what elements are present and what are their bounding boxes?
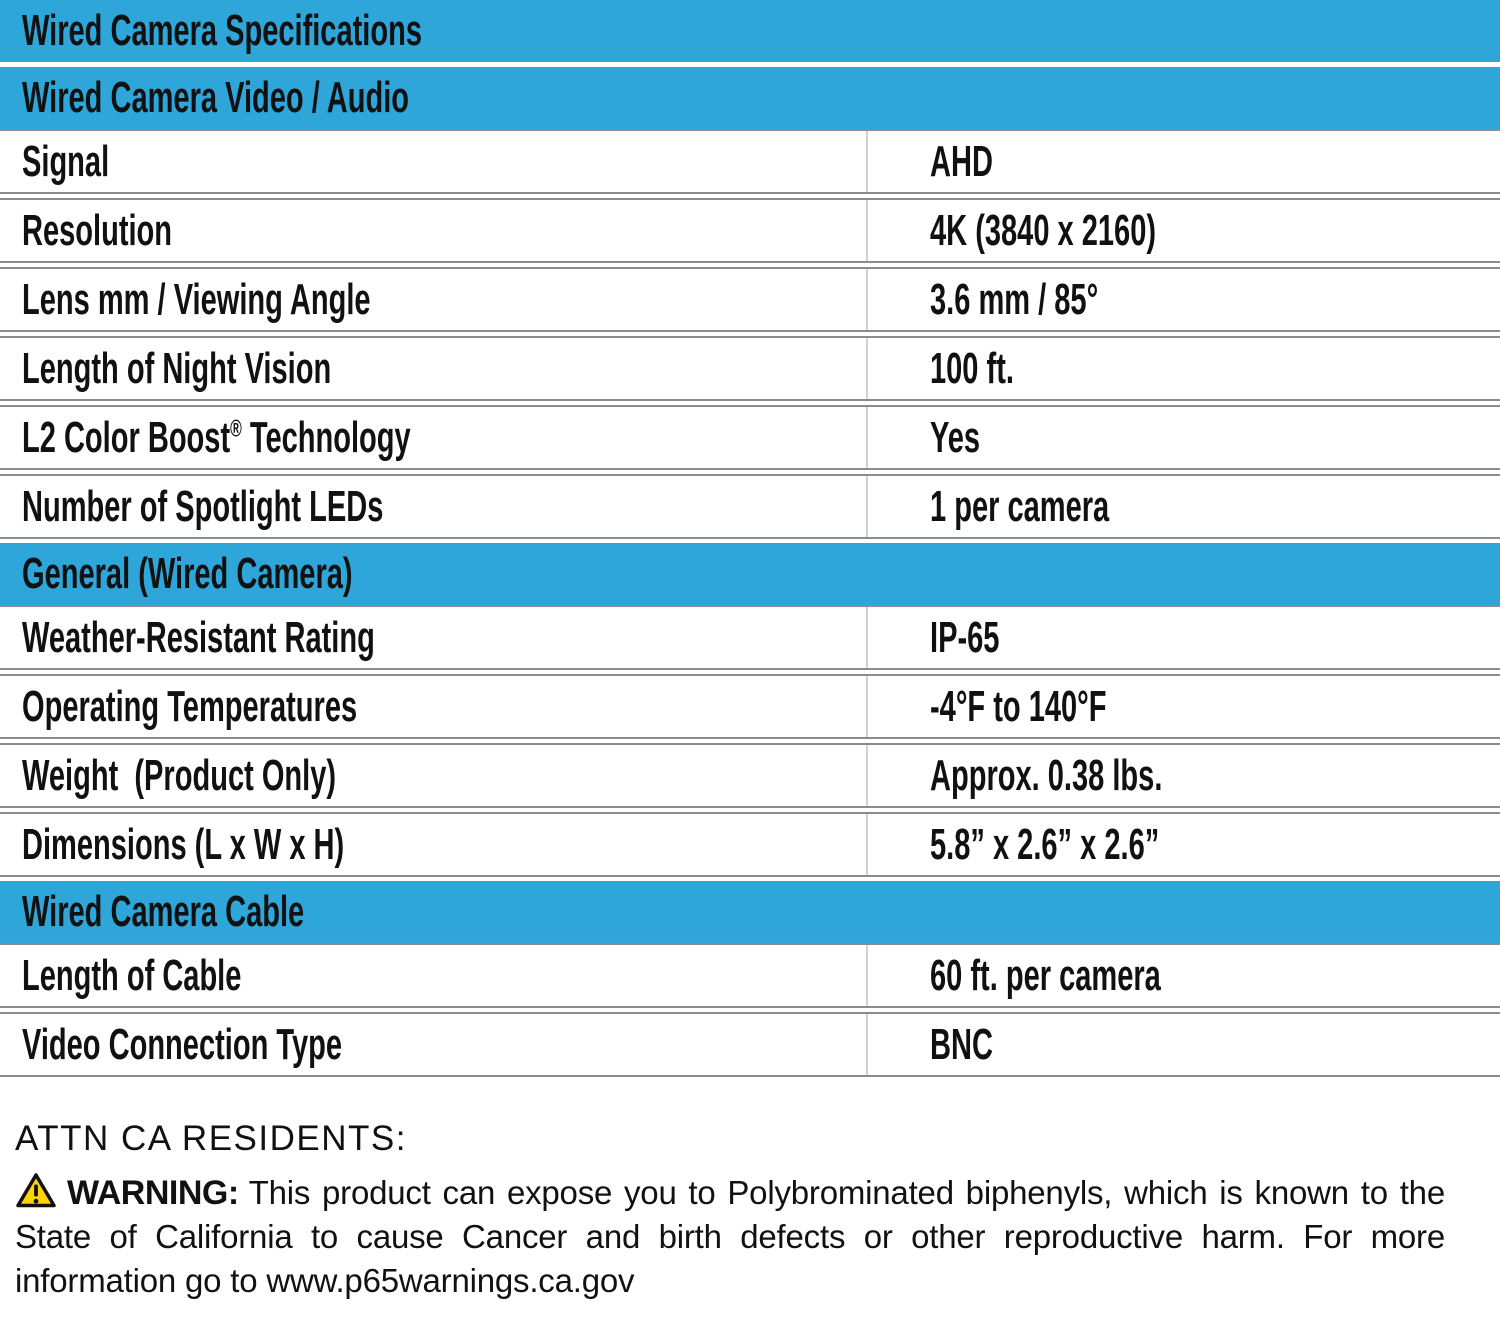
section-rows: Length of Cable 60 ft. per camera Video … — [0, 943, 1500, 1077]
spec-label: Signal — [22, 136, 110, 186]
spec-value: 60 ft. per camera — [930, 950, 1161, 1000]
table-title-bar: Wired Camera Specifications — [0, 0, 1500, 62]
section-heading: General (Wired Camera) — [22, 549, 353, 598]
spec-value-cell: Yes — [868, 407, 1500, 468]
spec-value: 3.6 mm / 85° — [930, 274, 1099, 324]
spec-label-cell: Signal — [0, 131, 868, 192]
spec-label: Lens mm / Viewing Angle — [22, 274, 371, 324]
spec-label: Dimensions (L x W x H) — [22, 819, 345, 869]
spec-label-cell: Lens mm / Viewing Angle — [0, 269, 868, 330]
spec-label-cell: Weight (Product Only) — [0, 745, 868, 806]
spec-label: L2 Color Boost® Technology — [22, 412, 411, 462]
section-heading: Wired Camera Cable — [22, 887, 305, 936]
spec-row: Number of Spotlight LEDs 1 per camera — [0, 474, 1500, 539]
spec-value: 1 per camera — [930, 481, 1110, 531]
spec-value: Yes — [930, 412, 981, 462]
section-heading-bar: Wired Camera Video / Audio — [0, 67, 1500, 129]
spec-value-cell: 3.6 mm / 85° — [868, 269, 1500, 330]
spec-value: -4°F to 140°F — [930, 681, 1107, 731]
ca-warning-section: ATTN CA RESIDENTS: WARNING: This product … — [15, 1119, 1445, 1303]
warning-label: WARNING: — [67, 1174, 239, 1212]
spec-row: Lens mm / Viewing Angle 3.6 mm / 85° — [0, 267, 1500, 332]
section-heading: Wired Camera Video / Audio — [22, 73, 410, 122]
spec-label-cell: Number of Spotlight LEDs — [0, 476, 868, 537]
spec-value: BNC — [930, 1019, 993, 1069]
spec-label-cell: Length of Night Vision — [0, 338, 868, 399]
attn-heading: ATTN CA RESIDENTS: — [15, 1119, 407, 1158]
spec-label-cell: Operating Temperatures — [0, 676, 868, 737]
spec-label-cell: L2 Color Boost® Technology — [0, 407, 868, 468]
spec-label: Length of Night Vision — [22, 343, 332, 393]
spec-sections: Wired Camera Video / Audio Signal AHD Re… — [0, 67, 1500, 1077]
spec-row: Weight (Product Only) Approx. 0.38 lbs. — [0, 743, 1500, 808]
spec-row: Weather-Resistant Rating IP-65 — [0, 605, 1500, 670]
warning-triangle-icon — [16, 1173, 56, 1208]
spec-value: IP-65 — [930, 612, 1000, 662]
spec-label: Weight (Product Only) — [22, 750, 337, 800]
section-rows: Weather-Resistant Rating IP-65 Operating… — [0, 605, 1500, 877]
spec-value-cell: 100 ft. — [868, 338, 1500, 399]
spec-value-cell: 4K (3840 x 2160) — [868, 200, 1500, 261]
spec-row: Operating Temperatures -4°F to 140°F — [0, 674, 1500, 739]
spec-section: Wired Camera Cable Length of Cable 60 ft… — [0, 881, 1500, 1077]
spec-label-cell: Resolution — [0, 200, 868, 261]
spec-row: Signal AHD — [0, 129, 1500, 194]
spec-row: Resolution 4K (3840 x 2160) — [0, 198, 1500, 263]
spec-label: Weather-Resistant Rating — [22, 612, 375, 662]
spec-row: Length of Night Vision 100 ft. — [0, 336, 1500, 401]
spec-label: Operating Temperatures — [22, 681, 358, 731]
spec-label-cell: Weather-Resistant Rating — [0, 607, 868, 668]
section-heading-bar: General (Wired Camera) — [0, 543, 1500, 605]
spec-value: 5.8” x 2.6” x 2.6” — [930, 819, 1160, 869]
spec-row: Video Connection Type BNC — [0, 1012, 1500, 1077]
spec-label-cell: Length of Cable — [0, 945, 868, 1006]
spec-section: Wired Camera Video / Audio Signal AHD Re… — [0, 67, 1500, 539]
section-heading-bar: Wired Camera Cable — [0, 881, 1500, 943]
warning-paragraph: WARNING: This product can expose you to P… — [15, 1171, 1445, 1303]
spec-value-cell: 1 per camera — [868, 476, 1500, 537]
section-rows: Signal AHD Resolution 4K (3840 x 2160) L… — [0, 129, 1500, 539]
table-title: Wired Camera Specifications — [22, 6, 422, 55]
spec-value-cell: IP-65 — [868, 607, 1500, 668]
spec-value-cell: AHD — [868, 131, 1500, 192]
spec-label: Number of Spotlight LEDs — [22, 481, 384, 531]
spec-row: L2 Color Boost® Technology Yes — [0, 405, 1500, 470]
spec-value: 4K (3840 x 2160) — [930, 205, 1157, 255]
spec-value-cell: 5.8” x 2.6” x 2.6” — [868, 814, 1500, 875]
spec-value-cell: BNC — [868, 1014, 1500, 1075]
spec-value-cell: Approx. 0.38 lbs. — [868, 745, 1500, 806]
spec-value: Approx. 0.38 lbs. — [930, 750, 1163, 800]
spec-value-cell: -4°F to 140°F — [868, 676, 1500, 737]
spec-label: Video Connection Type — [22, 1019, 343, 1069]
spec-row: Length of Cable 60 ft. per camera — [0, 943, 1500, 1008]
spec-label-cell: Video Connection Type — [0, 1014, 868, 1075]
spec-value: 100 ft. — [930, 343, 1014, 393]
spec-row: Dimensions (L x W x H) 5.8” x 2.6” x 2.6… — [0, 812, 1500, 877]
spec-label: Length of Cable — [22, 950, 242, 1000]
spec-label: Resolution — [22, 205, 173, 255]
spec-value: AHD — [930, 136, 993, 186]
spec-section: General (Wired Camera) Weather-Resistant… — [0, 543, 1500, 877]
warning-text: This product can expose you to Polybromi… — [15, 1174, 1445, 1299]
spec-label-cell: Dimensions (L x W x H) — [0, 814, 868, 875]
spec-value-cell: 60 ft. per camera — [868, 945, 1500, 1006]
